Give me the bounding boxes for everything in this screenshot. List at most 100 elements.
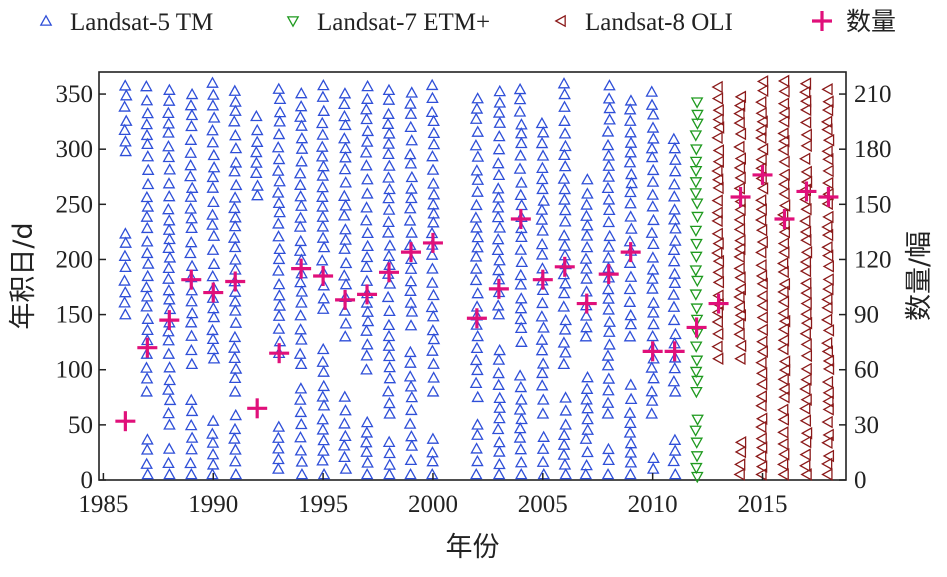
- scatter-point: [229, 362, 243, 374]
- scatter-point: [316, 390, 330, 402]
- scatter-point: [492, 366, 505, 379]
- scatter-point: [382, 318, 396, 331]
- scatter-point: [535, 213, 549, 225]
- scatter-point: [426, 344, 439, 356]
- scatter-point: [206, 136, 220, 148]
- scatter-point: [404, 120, 418, 133]
- scatter-point: [820, 115, 833, 129]
- scatter-point: [404, 453, 418, 466]
- scatter-point: [691, 211, 704, 224]
- scatter-point: [515, 136, 528, 149]
- scatter-point: [492, 129, 506, 142]
- scatter-point: [690, 251, 703, 264]
- scatter-point: [603, 113, 616, 125]
- scatter-point: [470, 198, 483, 211]
- scatter-point: [514, 149, 527, 161]
- count-point: [752, 164, 773, 185]
- scatter-point: [536, 393, 550, 405]
- legend-label: Landsat-7 ETM+: [317, 9, 490, 36]
- scatter-point: [558, 239, 572, 251]
- scatter-point: [295, 285, 309, 297]
- scatter-point: [777, 426, 789, 439]
- scatter-point: [228, 219, 242, 232]
- scatter-point: [382, 93, 396, 105]
- scatter-point: [272, 264, 285, 276]
- scatter-point: [799, 85, 811, 99]
- scatter-point: [799, 94, 812, 108]
- scatter-point: [558, 127, 572, 139]
- count-point: [357, 284, 378, 305]
- scatter-point: [361, 314, 375, 327]
- scatter-point: [667, 132, 681, 145]
- scatter-point: [294, 431, 307, 443]
- scatter-point: [624, 392, 638, 405]
- scatter-point: [513, 92, 527, 105]
- scatter-point: [624, 467, 637, 480]
- scatter-point: [207, 161, 221, 173]
- scatter-point: [294, 178, 307, 190]
- scatter-point: [580, 320, 593, 333]
- scatter-point: [514, 292, 528, 304]
- scatter-point: [185, 212, 198, 224]
- scatter-point: [382, 249, 396, 261]
- scatter-point: [206, 208, 219, 220]
- scatter-point: [206, 467, 219, 480]
- scatter-point: [581, 219, 594, 231]
- scatter-point: [536, 442, 550, 454]
- scatter-point: [228, 84, 242, 96]
- scatter-point: [251, 179, 264, 191]
- scatter-point: [624, 456, 638, 468]
- scatter-point: [557, 300, 571, 312]
- scatter-point: [734, 90, 747, 104]
- scatter-point: [162, 106, 175, 118]
- scatter-point: [756, 345, 768, 358]
- scatter-point: [228, 422, 242, 435]
- scatter-point: [733, 107, 745, 120]
- scatter-point: [822, 362, 835, 376]
- scatter-point: [798, 152, 811, 166]
- scatter-point: [777, 97, 790, 110]
- scatter-point: [536, 357, 550, 369]
- scatter-point: [821, 123, 833, 136]
- scatter-point: [667, 288, 681, 300]
- scatter-point: [602, 453, 616, 466]
- scatter-point: [800, 286, 812, 300]
- scatter-point: [733, 301, 746, 314]
- scatter-point: [317, 444, 330, 456]
- scatter-point: [559, 418, 572, 430]
- scatter-point: [163, 251, 177, 263]
- scatter-point: [645, 226, 659, 238]
- scatter-point: [381, 117, 395, 129]
- scatter-point: [800, 362, 812, 376]
- scatter-point: [118, 274, 131, 286]
- scatter-point: [733, 262, 745, 275]
- scatter-point: [777, 265, 789, 279]
- scatter-point: [557, 172, 571, 184]
- scatter-point: [184, 418, 198, 431]
- scatter-point: [645, 394, 659, 406]
- scatter-point: [778, 246, 790, 259]
- scatter-point: [272, 217, 285, 229]
- scatter-point: [383, 396, 396, 409]
- scatter-point: [559, 313, 573, 326]
- scatter-point: [295, 155, 308, 167]
- count-point: [664, 341, 685, 362]
- scatter-point: [603, 79, 616, 91]
- scatter-point: [339, 118, 352, 131]
- scatter-point: [558, 458, 572, 470]
- scatter-point: [360, 135, 374, 147]
- scatter-point: [623, 330, 637, 342]
- scatter-point: [623, 103, 637, 115]
- scatter-point: [536, 366, 549, 379]
- scatter-point: [185, 443, 198, 455]
- scatter-point: [513, 369, 527, 381]
- scatter-point: [580, 393, 593, 405]
- scatter-point: [668, 141, 682, 154]
- series-landsat-8-oli: [711, 74, 835, 481]
- scatter-point: [360, 103, 373, 115]
- scatter-point: [580, 229, 594, 241]
- scatter-point: [470, 341, 484, 354]
- scatter-point: [162, 442, 176, 454]
- scatter-point: [471, 173, 485, 185]
- scatter-point: [513, 421, 527, 434]
